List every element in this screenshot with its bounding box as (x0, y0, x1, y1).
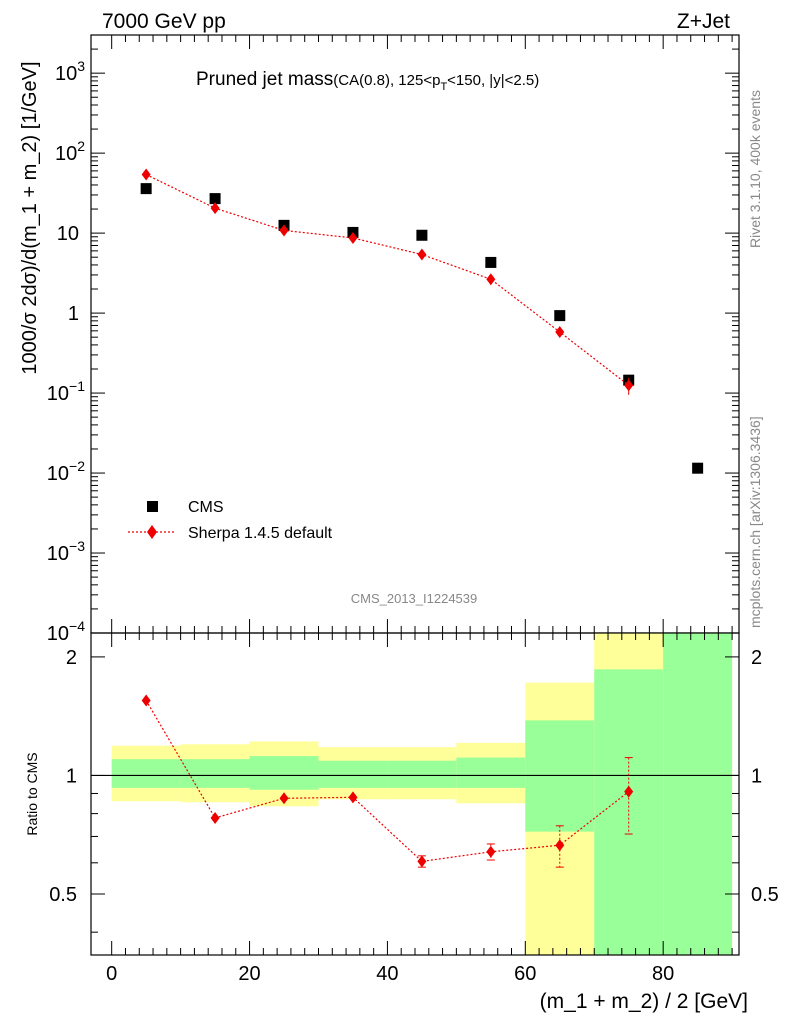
ratio-data-point (348, 791, 358, 804)
ratio-ytick-label-right: 0.5 (751, 884, 779, 906)
ratio-ytick-label: 2 (66, 647, 77, 669)
ratio-xlabel: (m_1 + m_2) / 2 [GeV] (540, 990, 748, 1013)
legend: CMS Sherpa 1.4.5 default (128, 499, 333, 542)
side-label-mcplots: mcplots.cern.ch [arXiv:1306.3436] (747, 416, 763, 628)
sherpa-data-point (486, 273, 496, 286)
main-ytick-label: 10−2 (47, 458, 85, 485)
main-ytick-label: 10 (57, 223, 79, 245)
ratio-xtick-label: 0 (106, 963, 117, 985)
ratio-data-point (486, 845, 496, 858)
legend-sherpa-label: Sherpa 1.4.5 default (188, 525, 333, 542)
main-ytick-label: 102 (55, 138, 85, 165)
main-ytick-label: 10−3 (47, 538, 85, 565)
ratio-data-point (210, 811, 220, 824)
ratio-axis-ticks: 0.5 0.51 12 20 20 40 60 80 (49, 633, 779, 985)
ratio-data-point (141, 694, 151, 707)
watermark: CMS_2013_I1224539 (351, 591, 478, 606)
ratio-xtick-label: 20 (238, 963, 260, 985)
sherpa-line (145, 173, 630, 386)
sherpa-data-point (417, 248, 427, 261)
side-label-rivet: Rivet 3.1.10, 400k events (747, 90, 763, 248)
plot-title-sub: (CA(0.8), 125<p (333, 72, 440, 89)
cms-data-point (485, 256, 497, 268)
ratio-inner-band (594, 669, 664, 955)
main-frame (90, 34, 740, 634)
sherpa-data-point (279, 224, 289, 237)
plot-title-sub-index: T (440, 81, 447, 93)
ratio-ytick-label: 0.5 (49, 884, 77, 906)
sherpa-data-point (210, 202, 220, 215)
ratio-ytick-label: 1 (66, 765, 77, 787)
ratio-data-point (417, 855, 427, 868)
cms-data-point (554, 310, 566, 322)
main-ylabel: 1000/σ 2dσ)/d(m_1 + m_2) [1/GeV] (19, 61, 41, 374)
cms-data-point (692, 462, 704, 474)
main-ytick-label: 103 (55, 58, 85, 85)
ratio-xtick-label: 80 (652, 963, 674, 985)
header-left: 7000 GeV pp (102, 10, 226, 33)
main-ytick-label: 10−1 (47, 378, 85, 405)
ratio-inner-band (249, 756, 319, 790)
ratio-data-point (555, 839, 565, 852)
header-right: Z+Jet (677, 10, 730, 33)
ratio-xtick-label: 60 (514, 963, 536, 985)
main-ytick-label: 1 (68, 303, 79, 325)
cms-data-point (140, 183, 152, 195)
sherpa-data-point (141, 168, 151, 181)
main-ytick-label: 10−4 (47, 618, 85, 645)
ratio-sherpa-line (145, 700, 630, 863)
ratio-series (141, 694, 634, 868)
plot-title-sub-rest: <150, |y|<2.5) (447, 72, 539, 89)
plot-title-main: Pruned jet mass (196, 69, 333, 90)
ratio-data-point (624, 785, 634, 798)
ratio-bands (111, 633, 733, 955)
sherpa-data-point (555, 326, 565, 339)
main-series (140, 168, 704, 474)
ratio-ylabel: Ratio to CMS (24, 752, 40, 835)
ratio-inner-band (456, 757, 526, 788)
sherpa-data-point (624, 379, 634, 392)
cms-data-point (209, 193, 221, 205)
legend-cms-label: CMS (188, 499, 224, 516)
ratio-inner-band (111, 759, 181, 788)
ratio-ytick-label-right: 2 (751, 647, 762, 669)
sherpa-data-point (348, 231, 358, 244)
legend-sherpa-marker (147, 525, 157, 539)
plot-title: Pruned jet mass(CA(0.8), 125<pT<150, |y|… (196, 69, 539, 93)
ratio-inner-band (318, 760, 388, 788)
legend-cms-marker (147, 501, 158, 512)
ratio-inner-band (180, 759, 250, 788)
ratio-ytick-label-right: 1 (751, 765, 762, 787)
ratio-xtick-label: 40 (376, 963, 398, 985)
cms-data-point (416, 229, 428, 241)
ratio-inner-band (663, 633, 733, 955)
ratio-inner-band (387, 760, 457, 788)
ratio-data-point (279, 792, 289, 805)
